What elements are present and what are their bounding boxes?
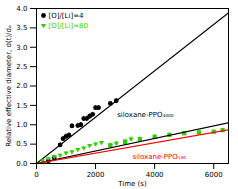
svg-text:siloxane-PPO₁₃₀: siloxane-PPO₁₃₀ bbox=[133, 153, 187, 161]
svg-text:[O]/[Li]=4: [O]/[Li]=4 bbox=[49, 12, 85, 20]
svg-text:Time (s): Time (s) bbox=[117, 180, 147, 188]
svg-text:1.0: 1.0 bbox=[16, 121, 27, 129]
svg-text:0.0: 0.0 bbox=[16, 160, 27, 168]
svg-text:3.5: 3.5 bbox=[16, 24, 27, 32]
svg-text:3.0: 3.0 bbox=[16, 43, 27, 51]
svg-text:2.5: 2.5 bbox=[16, 63, 27, 71]
svg-text:siloxane-PPO₄₀₀₀: siloxane-PPO₄₀₀₀ bbox=[117, 111, 174, 119]
svg-text:6000: 6000 bbox=[205, 171, 223, 179]
svg-text:2.0: 2.0 bbox=[16, 82, 27, 90]
svg-text:0.5: 0.5 bbox=[16, 140, 27, 148]
svg-text:1.5: 1.5 bbox=[16, 102, 27, 110]
svg-text:4.0: 4.0 bbox=[16, 5, 27, 13]
svg-text:Relative effective diameter, d: Relative effective diameter, d(t)/dₒ bbox=[5, 25, 13, 147]
svg-text:4000: 4000 bbox=[146, 171, 164, 179]
svg-text:[O]/[Li]=80: [O]/[Li]=80 bbox=[49, 22, 88, 30]
svg-text:2000: 2000 bbox=[87, 171, 105, 179]
svg-text:0: 0 bbox=[34, 171, 38, 179]
